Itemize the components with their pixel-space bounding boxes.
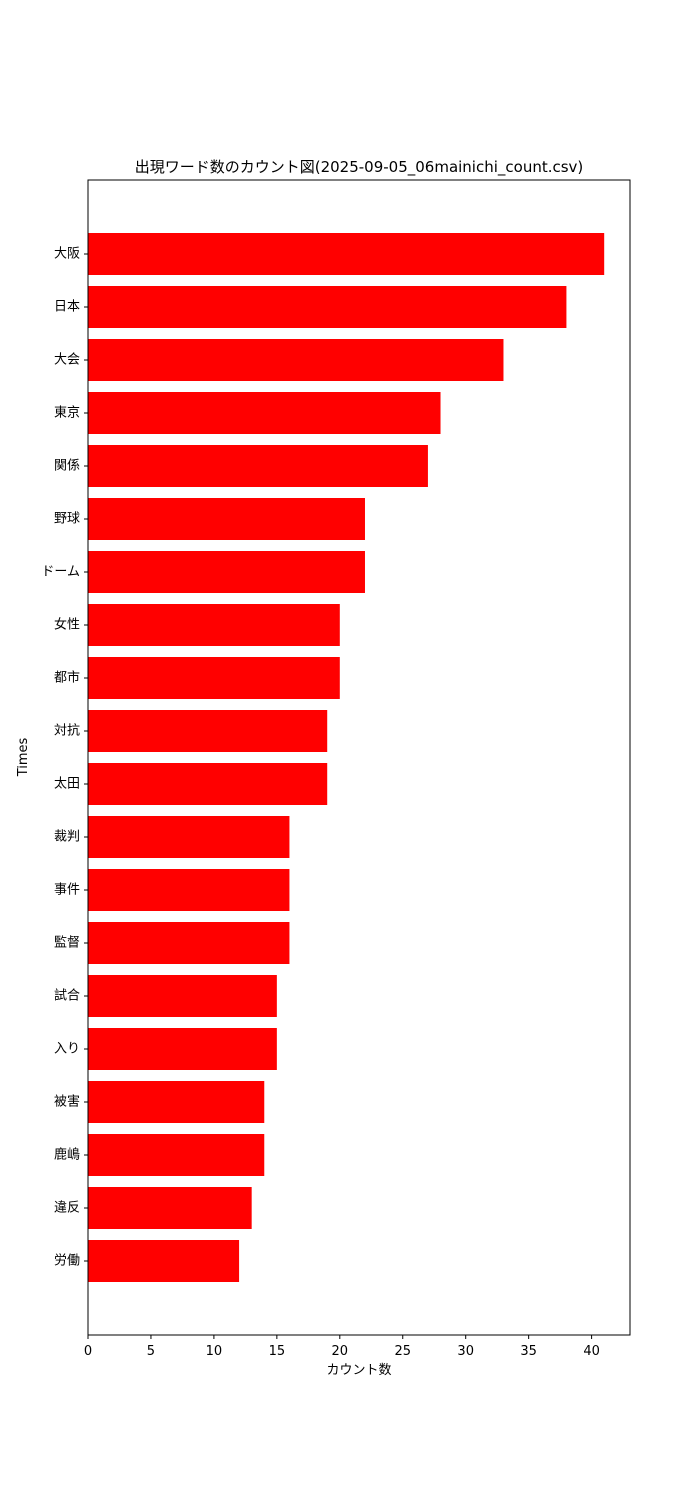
x-tick-label: 35 bbox=[520, 1344, 537, 1359]
bar bbox=[88, 551, 365, 593]
bar bbox=[88, 657, 340, 699]
y-tick-label: 被害 bbox=[54, 1094, 80, 1110]
y-tick-label: 日本 bbox=[54, 300, 80, 315]
y-tick-label: 試合 bbox=[54, 988, 80, 1004]
bar bbox=[88, 1240, 240, 1282]
y-tick-label: 入り bbox=[54, 1042, 80, 1057]
y-tick-label: 女性 bbox=[54, 617, 80, 633]
bar bbox=[88, 498, 365, 540]
chart-title: 出現ワード数のカウント図(2025-09-05_06mainichi_count… bbox=[135, 158, 584, 177]
y-tick-label: 鹿嶋 bbox=[54, 1147, 80, 1163]
x-axis-ticks: 0 5 10 15 20 25 30 35 40 bbox=[84, 1335, 600, 1359]
y-tick-label: 東京 bbox=[54, 405, 80, 421]
x-tick-label: 25 bbox=[394, 1344, 411, 1359]
y-axis-ticks: 大阪日本大会東京関係野球ドーム女性都市対抗太田裁判事件監督試合入り被害鹿嶋違反労… bbox=[41, 247, 88, 1269]
x-tick-label: 15 bbox=[269, 1344, 286, 1359]
bar bbox=[88, 1028, 277, 1070]
bar bbox=[88, 763, 328, 805]
y-tick-label: 大会 bbox=[54, 353, 80, 368]
y-tick-label: 監督 bbox=[54, 935, 80, 951]
bar bbox=[88, 1187, 252, 1229]
x-tick-label: 40 bbox=[583, 1344, 600, 1359]
x-tick-label: 0 bbox=[84, 1344, 92, 1359]
bar bbox=[88, 922, 290, 964]
y-tick-label: 対抗 bbox=[54, 724, 80, 739]
y-tick-label: 都市 bbox=[54, 670, 80, 686]
y-tick-label: 事件 bbox=[54, 883, 80, 898]
bar bbox=[88, 286, 567, 328]
x-tick-label: 10 bbox=[206, 1344, 223, 1359]
bar bbox=[88, 233, 605, 275]
bar bbox=[88, 975, 277, 1017]
bar bbox=[88, 392, 441, 434]
bar bbox=[88, 445, 428, 487]
x-tick-label: 30 bbox=[457, 1344, 474, 1359]
x-axis-label: カウント数 bbox=[326, 1363, 391, 1378]
bars-group bbox=[88, 233, 605, 1282]
y-tick-label: 違反 bbox=[54, 1201, 80, 1216]
y-tick-label: 労働 bbox=[54, 1254, 80, 1269]
bar bbox=[88, 816, 290, 858]
y-tick-label: ドーム bbox=[41, 565, 80, 580]
bar bbox=[88, 604, 340, 646]
y-tick-label: 裁判 bbox=[54, 829, 80, 845]
y-axis-label: Times bbox=[16, 737, 31, 777]
y-tick-label: 大阪 bbox=[54, 247, 80, 262]
plot-frame bbox=[87, 179, 631, 1336]
bar bbox=[88, 710, 328, 752]
y-tick-label: 関係 bbox=[54, 459, 80, 474]
bar bbox=[88, 1081, 265, 1123]
x-tick-label: 5 bbox=[147, 1344, 155, 1359]
y-tick-label: 太田 bbox=[54, 777, 80, 792]
bar bbox=[88, 869, 290, 911]
y-tick-label: 野球 bbox=[54, 512, 80, 527]
x-tick-label: 20 bbox=[332, 1344, 349, 1359]
bar bbox=[88, 339, 504, 381]
bar bbox=[88, 1134, 265, 1176]
